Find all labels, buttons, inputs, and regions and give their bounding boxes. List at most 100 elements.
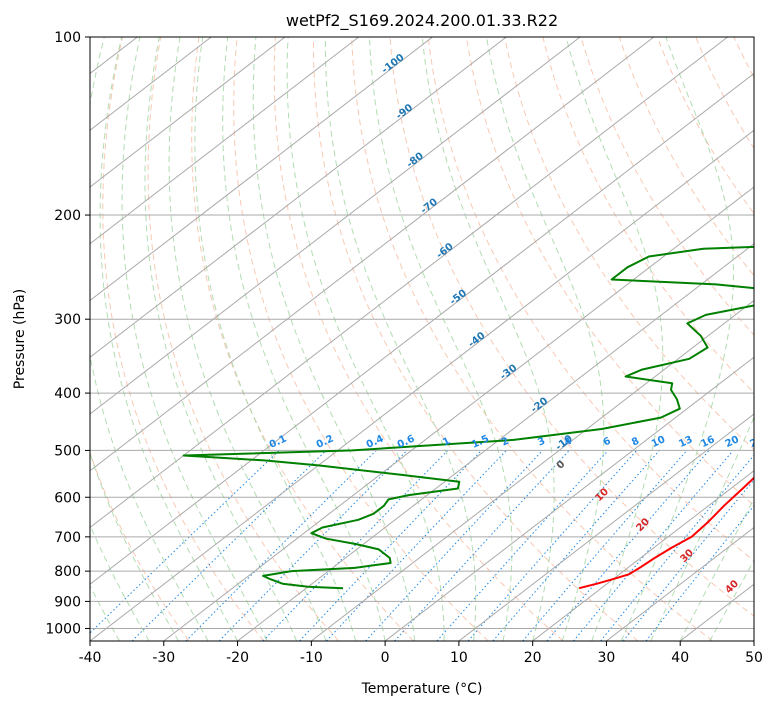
dry-adiabat-line <box>465 37 754 507</box>
moist-adiabat-line <box>565 37 664 641</box>
temperature-line <box>578 476 754 590</box>
x-tick-label: 50 <box>745 650 763 666</box>
dry-adiabat-line <box>233 37 489 641</box>
x-tick-label: 40 <box>671 650 689 666</box>
y-tick-label: 600 <box>54 490 81 506</box>
y-tick-label: 100 <box>54 30 81 46</box>
axis-ticks: -40 -30 -20 -10 0 10 20 30 40 5010020030040050060… <box>45 30 763 666</box>
isotherm-label: -80 <box>405 151 426 171</box>
moist-adiabat-line <box>709 559 754 641</box>
moist-adiabat-line <box>121 37 268 641</box>
mixing-ratio-label: 16 <box>699 434 716 450</box>
dry-adiabat-line <box>102 37 265 641</box>
x-tick-label: -20 <box>226 650 249 666</box>
isotherm-line <box>90 72 754 585</box>
isotherm-label: -60 <box>435 241 456 261</box>
mixing-ratio-label: 2 <box>500 436 511 449</box>
isotherm-line <box>90 37 581 415</box>
moist-adiabat-line <box>286 37 445 641</box>
mixing-ratio-line <box>262 450 449 641</box>
isotherm-line <box>90 37 433 302</box>
isotherm-line <box>90 37 507 358</box>
dry-adiabat-line <box>351 37 714 641</box>
isotherm-line <box>90 37 655 472</box>
isotherm-line <box>753 640 754 641</box>
y-tick-label: 700 <box>54 530 81 546</box>
mixing-ratio-label: 8 <box>630 436 641 449</box>
mixing-ratio-label: 20 <box>724 434 741 450</box>
mixing-ratio-label: 0.2 <box>315 433 336 450</box>
mixing-ratio-line <box>492 450 660 641</box>
mixing-ratio-line <box>467 450 638 641</box>
mixing-ratio-label: 0.6 <box>396 433 417 450</box>
isotherm-line <box>0 37 64 641</box>
dry-adiabat-line <box>580 37 754 336</box>
mixing-ratio-line <box>131 450 327 641</box>
x-tick-label: 0 <box>381 650 390 666</box>
mixing-ratio-line <box>600 454 754 641</box>
mixing-ratio-line <box>299 450 482 641</box>
y-tick-label: 300 <box>54 312 81 328</box>
dry-adiabat-label: 20 <box>634 516 652 534</box>
line-labels: -100-90-80-70-60-50-40-30-20-100.1 0.2 0.4… <box>268 52 765 596</box>
isotherm-line <box>532 470 754 641</box>
isotherm-line <box>237 243 754 641</box>
dry-adiabat-line <box>542 37 754 394</box>
x-axis-label: Temperature (°C) <box>361 681 483 697</box>
moist-adiabat-line <box>679 497 754 641</box>
moist-adiabat-line <box>421 37 555 641</box>
moist-adiabat-line <box>90 452 179 641</box>
mixing-ratio-label: 4 <box>563 436 574 449</box>
y-tick-label: 900 <box>54 594 81 610</box>
isotherm-line <box>90 129 754 641</box>
plot-frame <box>89 36 755 642</box>
isotherm-line <box>606 526 754 641</box>
x-tick-label: -10 <box>300 650 323 666</box>
dry-adiabat-label: 40 <box>723 578 741 596</box>
mixing-ratio-label: 10 <box>650 434 667 450</box>
profiles <box>182 245 754 590</box>
moist-adiabat-line <box>650 415 754 641</box>
isotherm-line <box>384 356 754 641</box>
mixing-ratio-line <box>326 450 507 641</box>
moist-adiabat-line <box>222 37 386 641</box>
mixing-ratio-line <box>573 450 734 641</box>
isotherm-label: -90 <box>394 102 415 122</box>
chart-title: wetPf2_S169.2024.200.01.33.R22 <box>286 11 558 31</box>
moist-adiabat-line <box>144 37 298 641</box>
mixing-ratio-line <box>365 450 543 641</box>
grid-lines <box>0 37 754 641</box>
moist-adiabat-line <box>90 523 150 641</box>
background-lines <box>90 37 754 641</box>
y-tick-label: 400 <box>54 386 81 402</box>
y-tick-label: 800 <box>54 564 81 580</box>
moist-adiabat-line <box>168 37 327 641</box>
moist-adiabat-line <box>90 584 120 641</box>
moist-adiabat-label: 0 <box>555 459 568 472</box>
dry-adiabat-line <box>273 37 564 641</box>
dewpoint-line <box>182 245 754 590</box>
moist-adiabat-line <box>252 37 416 641</box>
isotherm-line <box>90 37 286 188</box>
mixing-ratio-label: 3 <box>536 436 547 449</box>
isotherm-label: -30 <box>498 363 519 383</box>
mixing-ratio-line <box>218 450 408 641</box>
mixing-ratio-label: 25 <box>748 434 765 450</box>
moist-adiabat-line <box>369 37 513 641</box>
mixing-ratio-label: 1 <box>441 436 452 449</box>
y-tick-label: 1000 <box>45 621 81 637</box>
x-tick-label: -40 <box>79 650 102 666</box>
dry-adiabat-line <box>504 37 754 451</box>
isotherm-line <box>90 37 360 245</box>
isotherm-line <box>458 413 754 641</box>
isotherm-line <box>311 299 754 641</box>
moist-adiabat-line <box>90 37 209 641</box>
moist-adiabat-line <box>99 37 239 641</box>
isotherm-label: -20 <box>529 396 550 416</box>
dry-adiabat-line <box>695 37 754 150</box>
mixing-ratio-label: 0.1 <box>268 433 289 450</box>
mixing-ratio-line <box>645 504 754 641</box>
mixing-ratio-line <box>436 450 609 641</box>
isotherm-label: -50 <box>448 288 469 308</box>
